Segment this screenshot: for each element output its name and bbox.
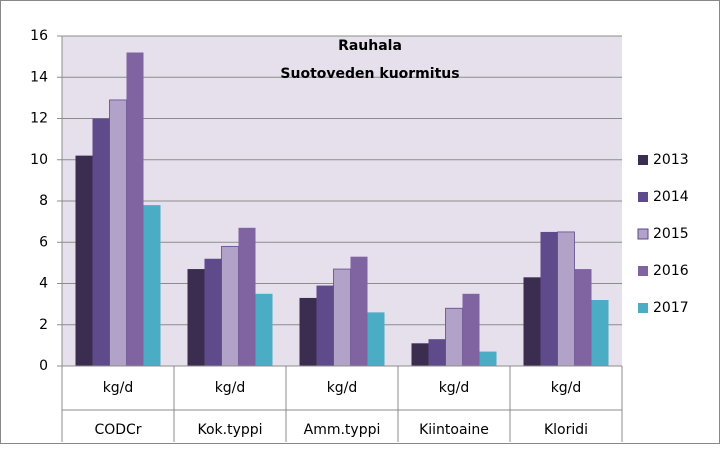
y-tick-label: 8 (39, 193, 48, 209)
legend-label: 2014 (653, 189, 689, 205)
x-tick-label: Kok.typpi (197, 422, 262, 438)
bar (204, 258, 222, 366)
y-tick-label: 14 (30, 69, 48, 85)
y-tick-label: 4 (39, 276, 48, 292)
bar (411, 343, 429, 366)
bar (557, 231, 575, 367)
legend-label: 2013 (653, 152, 689, 168)
bar (221, 245, 239, 367)
legend-swatch (638, 303, 648, 313)
y-tick-label: 6 (39, 234, 48, 250)
y-tick-label: 12 (30, 111, 48, 127)
bar (316, 285, 334, 366)
x-unit-label: kg/d (439, 380, 470, 396)
bar (574, 269, 592, 366)
bar (462, 293, 480, 366)
bar (479, 351, 497, 366)
bar (591, 300, 609, 366)
bar (109, 99, 127, 367)
bar (126, 52, 144, 366)
x-tick-label: Kloridi (544, 422, 588, 438)
bar (445, 307, 463, 367)
bar (540, 231, 558, 366)
x-unit-label: kg/d (103, 380, 134, 396)
x-tick-label: CODCr (94, 422, 141, 438)
y-tick-label: 10 (30, 152, 48, 168)
y-tick-label: 16 (30, 28, 48, 44)
legend-swatch (638, 192, 648, 202)
legend-swatch (637, 228, 649, 240)
legend-swatch (638, 266, 648, 276)
bar (333, 268, 351, 367)
x-unit-label: kg/d (215, 380, 246, 396)
bar (255, 293, 273, 366)
chart-title: Suotoveden kuormitus (280, 66, 459, 82)
x-tick-label: Kiintoaine (419, 422, 489, 438)
x-unit-label: kg/d (327, 380, 358, 396)
x-unit-label: kg/d (551, 380, 582, 396)
bar (523, 277, 541, 366)
legend-label: 2015 (653, 226, 689, 242)
legend-label: 2017 (653, 300, 689, 316)
y-tick-label: 2 (39, 317, 48, 333)
bar (187, 269, 205, 366)
legend-swatch (638, 155, 648, 165)
bar (350, 256, 368, 366)
legend-label: 2016 (653, 263, 689, 279)
bar (238, 227, 256, 366)
x-tick-label: Amm.typpi (304, 422, 381, 438)
bar (75, 155, 93, 366)
bar (143, 205, 161, 366)
bar (367, 312, 385, 366)
bar (92, 118, 110, 366)
bar (299, 297, 317, 366)
y-tick-label: 0 (39, 358, 48, 374)
bar (428, 339, 446, 366)
chart-title: Rauhala (338, 38, 402, 54)
